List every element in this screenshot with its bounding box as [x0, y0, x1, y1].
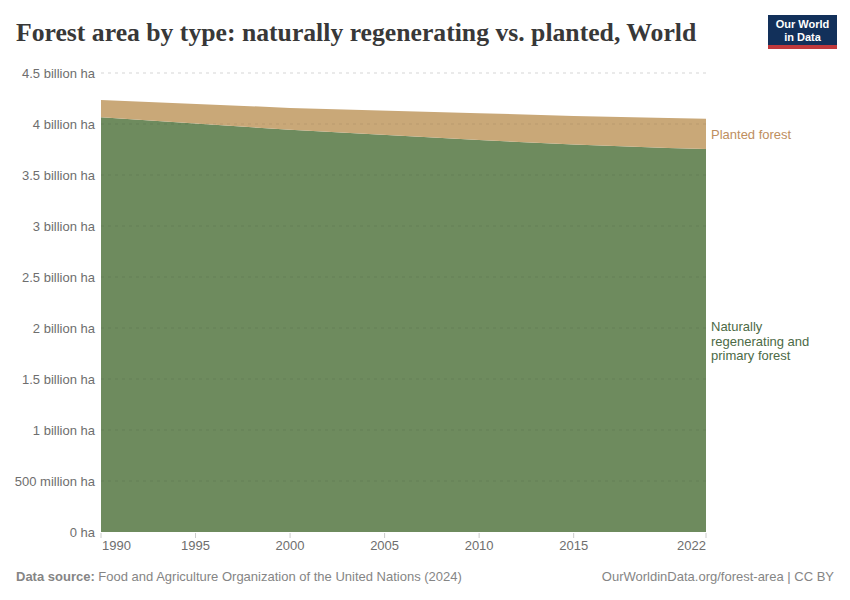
data-source-label: Data source: — [16, 569, 95, 584]
svg-text:2000: 2000 — [276, 538, 305, 553]
svg-text:4 billion ha: 4 billion ha — [33, 117, 96, 132]
data-source-text: Food and Agriculture Organization of the… — [95, 569, 462, 584]
owid-link[interactable]: OurWorldinData.org/forest-area | CC BY — [602, 569, 834, 584]
series-label-natural-forest[interactable]: Naturally regenerating and primary fores… — [711, 320, 823, 364]
series-label-planted-forest[interactable]: Planted forest — [711, 128, 791, 143]
chart-page: Forest area by type: naturally regenerat… — [0, 0, 850, 600]
y-axis-labels: 0 ha 500 million ha 1 billion ha 1.5 billio… — [15, 66, 96, 540]
svg-text:3 billion ha: 3 billion ha — [33, 219, 96, 234]
svg-text:1995: 1995 — [181, 538, 210, 553]
svg-text:2022: 2022 — [677, 538, 706, 553]
svg-text:500 million ha: 500 million ha — [15, 474, 96, 489]
svg-text:2015: 2015 — [559, 538, 588, 553]
svg-text:1.5 billion ha: 1.5 billion ha — [22, 372, 96, 387]
area-chart: 0 ha 500 million ha 1 billion ha 1.5 billio… — [0, 0, 850, 600]
chart-footer: Data source: Food and Agriculture Organi… — [16, 569, 834, 584]
x-axis-labels: 1990 1995 2000 2005 2010 2015 2022 — [102, 538, 706, 553]
svg-text:1 billion ha: 1 billion ha — [33, 423, 96, 438]
svg-text:0 ha: 0 ha — [70, 525, 96, 540]
svg-text:4.5 billion ha: 4.5 billion ha — [22, 66, 96, 81]
stacked-areas[interactable] — [101, 100, 706, 532]
svg-text:2.5 billion ha: 2.5 billion ha — [22, 270, 96, 285]
svg-text:2005: 2005 — [370, 538, 399, 553]
area-natural[interactable] — [101, 117, 706, 532]
svg-text:2010: 2010 — [465, 538, 494, 553]
svg-text:2 billion ha: 2 billion ha — [33, 321, 96, 336]
svg-text:3.5 billion ha: 3.5 billion ha — [22, 168, 96, 183]
svg-text:1990: 1990 — [102, 538, 131, 553]
